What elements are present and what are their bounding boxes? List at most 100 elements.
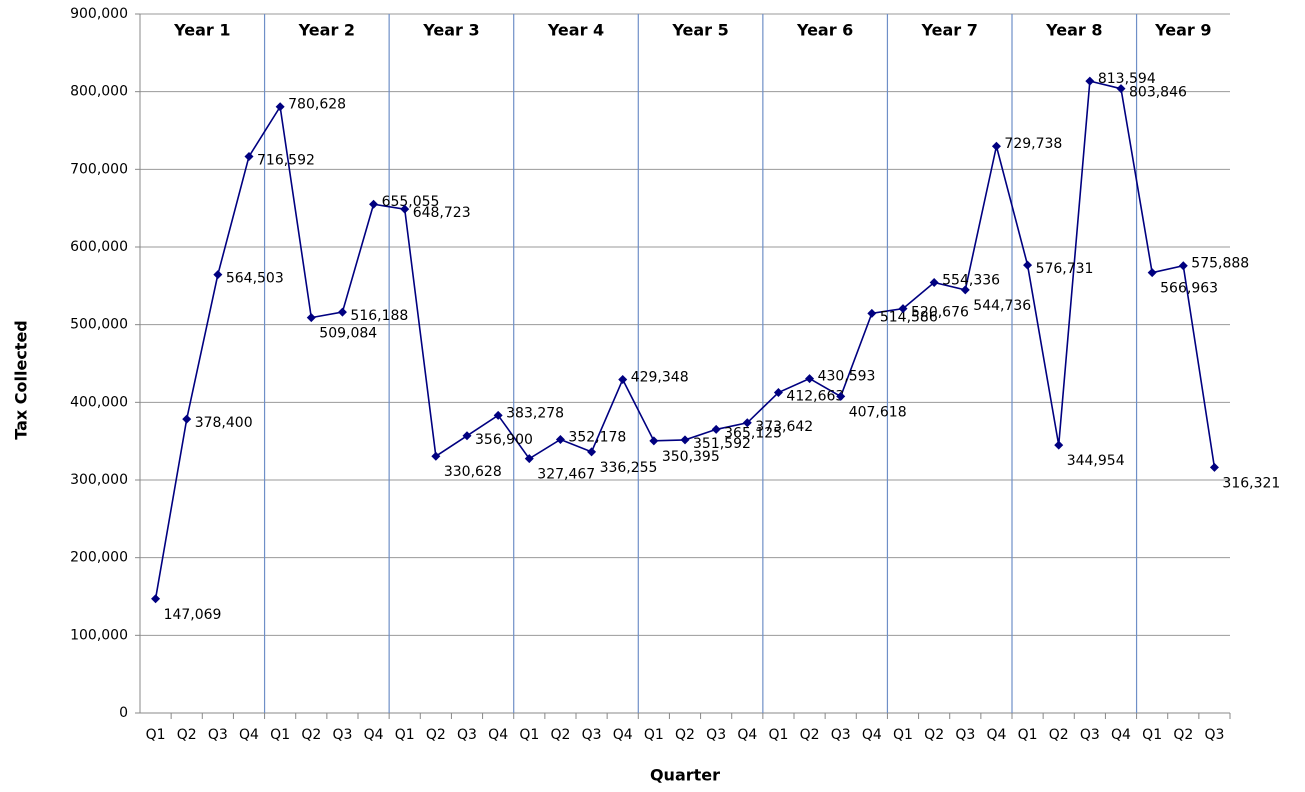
data-label: 330,628 [444, 464, 502, 480]
x-tick-label: Q1 [1018, 727, 1038, 743]
x-tick-label: Q3 [955, 727, 975, 743]
data-label: 336,255 [600, 460, 658, 476]
x-tick-label: Q1 [644, 727, 664, 743]
y-tick-label: 100,000 [70, 627, 128, 643]
data-point [742, 418, 752, 428]
data-point [462, 431, 472, 441]
data-point [1054, 440, 1064, 450]
data-point [929, 277, 939, 287]
y-tick-label: 600,000 [70, 239, 128, 255]
x-tick-label: Q3 [1080, 727, 1100, 743]
x-tick-label: Q1 [1142, 727, 1162, 743]
group-label: Year 3 [422, 21, 479, 40]
x-tick-label: Q2 [177, 727, 197, 743]
data-label: 516,188 [350, 308, 408, 324]
data-point [991, 141, 1001, 151]
data-point [151, 594, 161, 604]
data-point [649, 436, 659, 446]
x-tick-label: Q1 [270, 727, 290, 743]
data-point [524, 454, 534, 464]
data-point [711, 424, 721, 434]
data-label: 648,723 [413, 205, 471, 221]
x-tick-label: Q2 [675, 727, 695, 743]
x-tick-label: Q1 [893, 727, 913, 743]
data-label: 407,618 [849, 404, 907, 420]
data-point [493, 410, 503, 420]
data-point [773, 387, 783, 397]
x-tick-label: Q3 [208, 727, 228, 743]
data-label: 378,400 [195, 415, 253, 431]
data-label: 716,592 [257, 152, 315, 168]
data-point [1116, 84, 1126, 94]
data-label: 514,586 [880, 309, 938, 325]
data-label: 327,467 [537, 467, 595, 483]
data-point [213, 270, 223, 280]
x-tick-label: Q4 [239, 727, 259, 743]
x-tick-label: Q3 [1204, 727, 1224, 743]
data-label: 356,900 [475, 432, 533, 448]
data-point [960, 285, 970, 295]
data-label: 509,084 [319, 326, 377, 342]
data-point [400, 204, 410, 214]
x-tick-label: Q3 [582, 727, 602, 743]
x-tick-label: Q2 [1049, 727, 1069, 743]
data-point [1209, 462, 1219, 472]
data-label: 780,628 [288, 97, 346, 113]
x-tick-label: Q1 [519, 727, 539, 743]
data-label: 564,503 [226, 271, 284, 287]
x-tick-label: Q3 [706, 727, 726, 743]
data-point [836, 391, 846, 401]
y-axis-title: Tax Collected [12, 320, 31, 440]
data-label: 544,736 [973, 298, 1031, 314]
x-tick-label: Q2 [426, 727, 446, 743]
y-tick-label: 0 [119, 705, 128, 721]
data-point [1023, 260, 1033, 270]
x-tick-label: Q1 [146, 727, 166, 743]
group-label: Year 9 [1154, 21, 1211, 40]
data-point [867, 308, 877, 318]
data-point [1085, 76, 1095, 86]
x-tick-label: Q4 [862, 727, 882, 743]
data-point [1178, 261, 1188, 271]
data-label: 147,069 [164, 607, 222, 623]
y-tick-label: 900,000 [70, 6, 128, 22]
data-label: 429,348 [631, 370, 689, 386]
x-tick-label: Q2 [924, 727, 944, 743]
data-point [618, 375, 628, 385]
x-tick-label: Q2 [800, 727, 820, 743]
data-label: 430,593 [818, 369, 876, 385]
x-tick-label: Q2 [301, 727, 321, 743]
data-label: 520,676 [911, 305, 969, 321]
y-tick-label: 700,000 [70, 161, 128, 177]
data-label: 365,125 [724, 425, 782, 441]
group-label: Year 4 [547, 21, 604, 40]
data-point [587, 447, 597, 457]
data-label: 655,055 [382, 194, 440, 210]
data-point [275, 102, 285, 112]
x-tick-label: Q4 [1111, 727, 1131, 743]
x-tick-label: Q4 [613, 727, 633, 743]
x-tick-label: Q4 [488, 727, 508, 743]
y-tick-label: 300,000 [70, 472, 128, 488]
group-label: Year 6 [796, 21, 853, 40]
group-label: Year 5 [671, 21, 728, 40]
group-label: Year 7 [921, 21, 978, 40]
data-point [805, 374, 815, 384]
x-tick-label: Q3 [457, 727, 477, 743]
x-tick-label: Q4 [986, 727, 1006, 743]
data-label: 566,963 [1160, 281, 1218, 297]
data-label: 352,178 [568, 429, 626, 445]
data-label: 351,592 [693, 436, 751, 452]
data-point [680, 435, 690, 445]
group-label: Year 2 [298, 21, 355, 40]
x-tick-label: Q1 [768, 727, 788, 743]
y-tick-label: 800,000 [70, 84, 128, 100]
data-point [337, 307, 347, 317]
x-tick-label: Q2 [550, 727, 570, 743]
data-label: 729,738 [1004, 136, 1062, 152]
data-label: 344,954 [1067, 453, 1125, 469]
data-label: 576,731 [1036, 261, 1094, 277]
data-label: 803,846 [1129, 85, 1187, 101]
data-label: 813,594 [1098, 71, 1156, 87]
